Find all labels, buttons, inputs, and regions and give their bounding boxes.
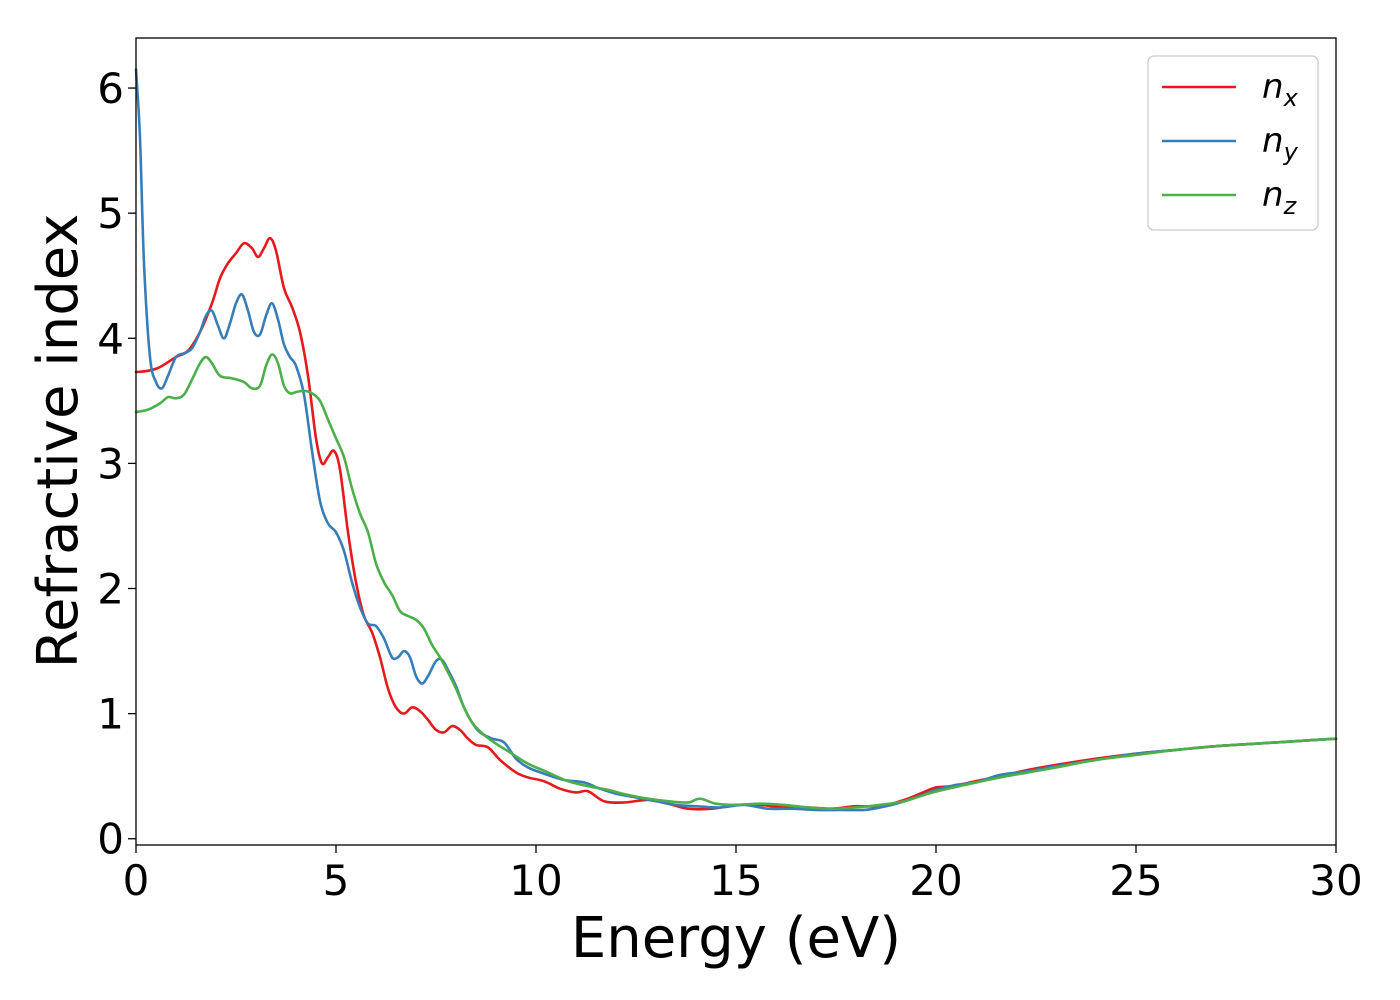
x-tick-label: 15 xyxy=(709,856,762,905)
legend-label-n-z: nz xyxy=(1262,175,1298,220)
x-tick-label: 0 xyxy=(123,856,150,905)
x-tick-label: 5 xyxy=(323,856,350,905)
x-tick-label: 25 xyxy=(1109,856,1162,905)
x-axis-title: Energy (eV) xyxy=(571,906,901,971)
y-tick-label: 4 xyxy=(97,314,124,363)
x-tick-label: 10 xyxy=(509,856,562,905)
series-line-n-y xyxy=(134,67,1338,812)
x-tick-label: 20 xyxy=(909,856,962,905)
x-axis-ticks: 0 5 10 15 20 25 30 xyxy=(123,845,1363,905)
y-tick-label: 5 xyxy=(97,189,124,238)
y-tick-label: 0 xyxy=(97,815,124,864)
legend: nx ny nz xyxy=(1147,55,1319,231)
legend-box xyxy=(1147,55,1319,231)
y-tick-label: 1 xyxy=(97,690,124,739)
series-layer xyxy=(134,67,1338,812)
series-line-n-z xyxy=(134,353,1338,811)
y-tick-label: 6 xyxy=(97,64,124,113)
y-tick-label: 2 xyxy=(97,565,124,614)
series-line-n-x xyxy=(134,236,1338,811)
y-axis-ticks: 0 1 2 3 4 5 6 xyxy=(97,64,136,864)
y-axis-title: Refractive index xyxy=(26,214,91,669)
x-tick-label: 30 xyxy=(1309,856,1362,905)
y-tick-label: 3 xyxy=(97,439,124,488)
legend-label-n-y: ny xyxy=(1262,121,1299,166)
legend-label-n-x: nx xyxy=(1262,67,1299,112)
